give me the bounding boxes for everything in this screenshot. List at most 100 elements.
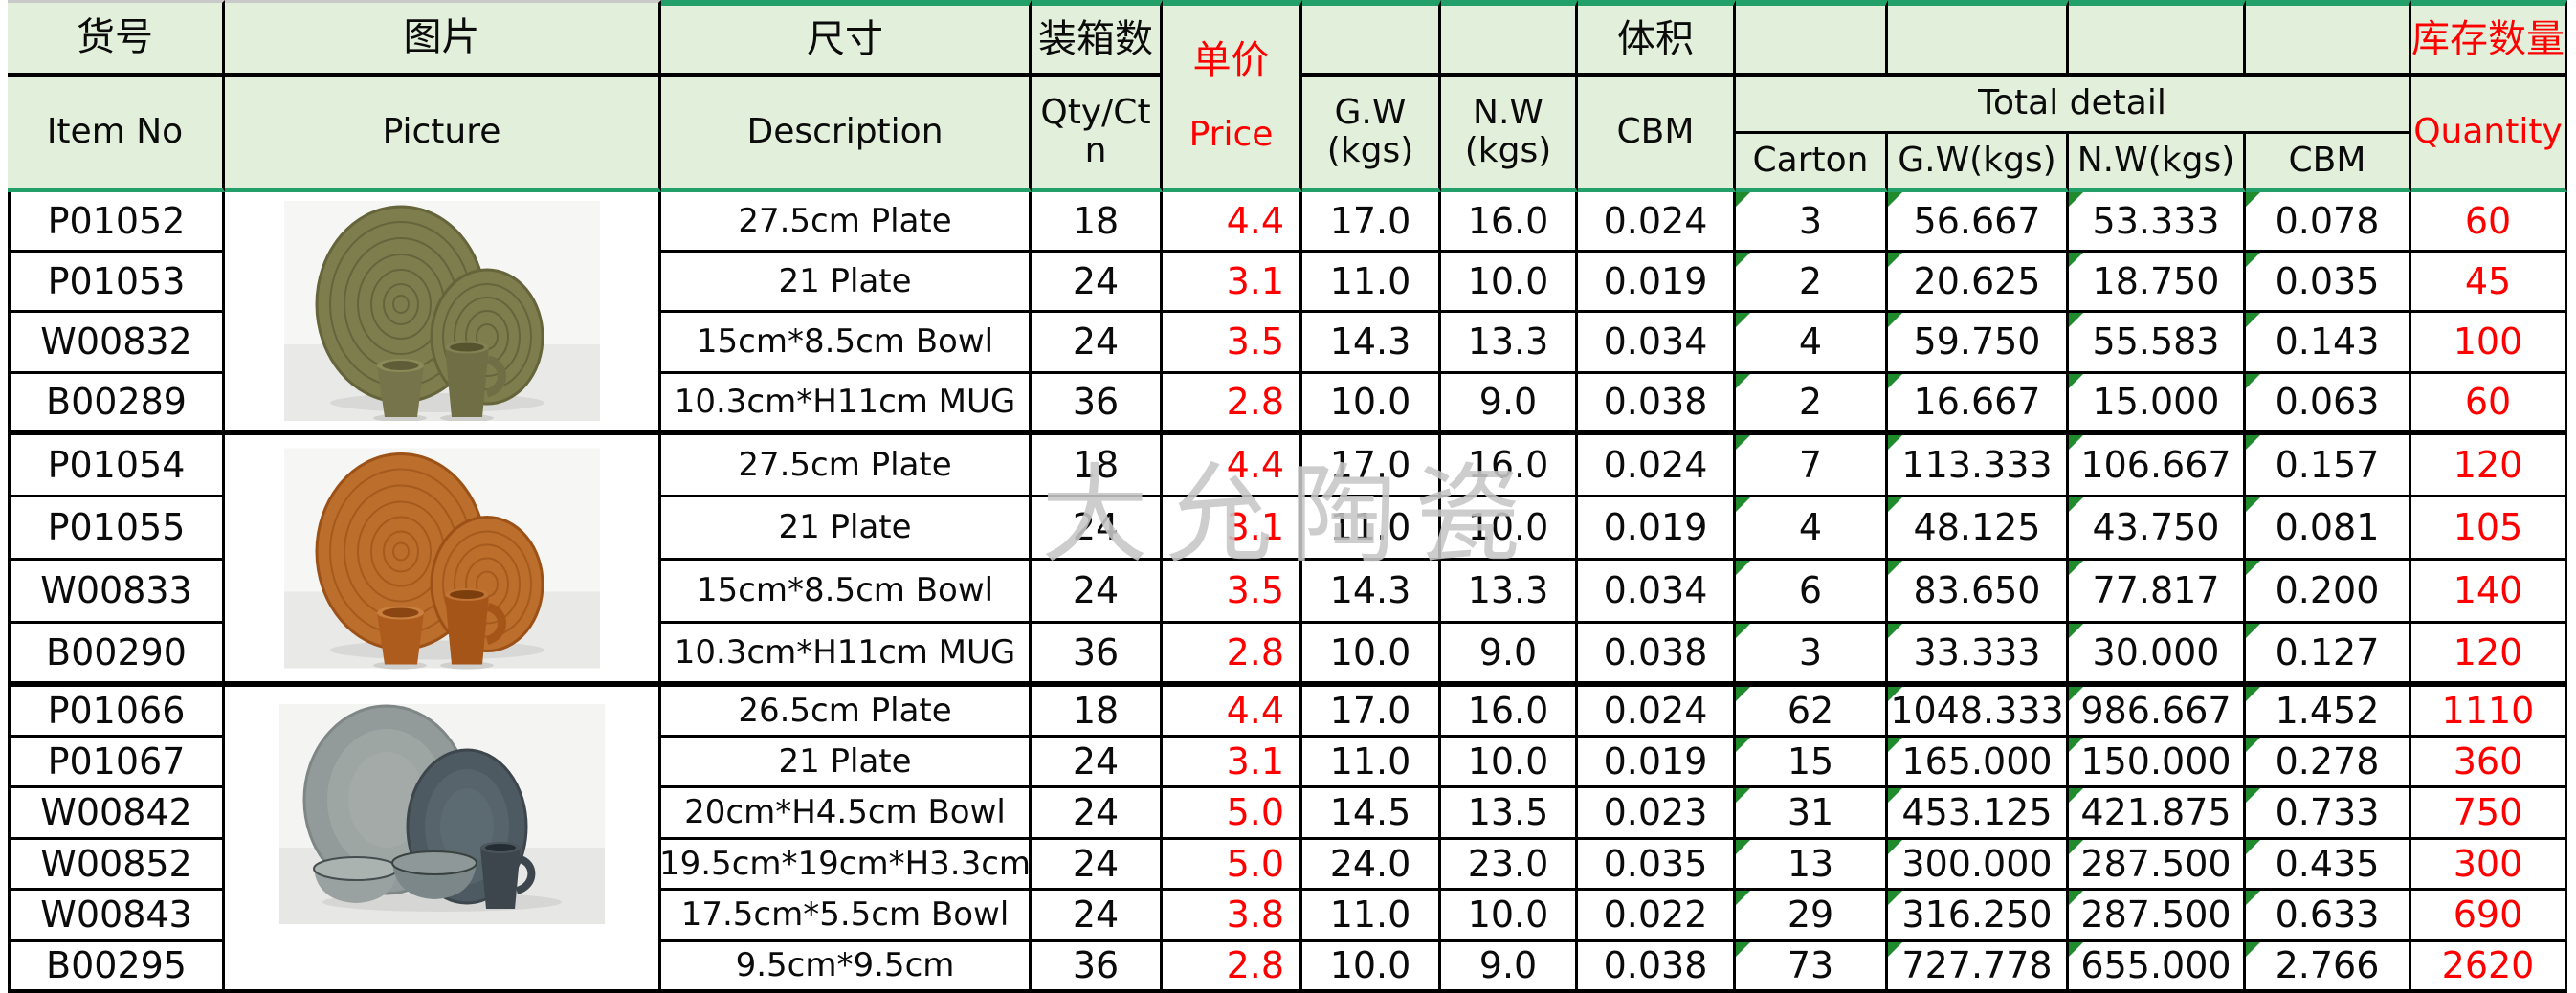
cell-cbm[interactable]: 0.019 bbox=[1578, 738, 1736, 788]
cell-carton[interactable]: 4 bbox=[1736, 497, 1888, 561]
cell-gw[interactable]: 14.5 bbox=[1302, 788, 1441, 840]
cell-carton[interactable]: 4 bbox=[1736, 313, 1888, 374]
cell-item-no[interactable]: P01055 bbox=[8, 497, 225, 561]
cell-stock-quantity[interactable]: 2620 bbox=[2411, 942, 2567, 993]
header-picture-en[interactable]: Picture bbox=[225, 77, 661, 192]
cell-item-no[interactable]: W00842 bbox=[8, 788, 225, 840]
header-description-cn[interactable]: 尺寸 bbox=[661, 0, 1032, 77]
cell-carton[interactable]: 2 bbox=[1736, 374, 1888, 435]
cell-total-gw[interactable]: 113.333 bbox=[1888, 435, 2069, 497]
cell-qty-ctn[interactable]: 24 bbox=[1032, 840, 1163, 891]
cell-cbm[interactable]: 0.024 bbox=[1578, 435, 1736, 497]
cell-carton[interactable]: 2 bbox=[1736, 253, 1888, 313]
cell-stock-quantity[interactable]: 300 bbox=[2411, 840, 2567, 891]
cell-description[interactable]: 15cm*8.5cm Bowl bbox=[661, 313, 1032, 374]
cell-stock-quantity[interactable]: 105 bbox=[2411, 497, 2567, 561]
cell-gw[interactable]: 10.0 bbox=[1302, 624, 1441, 687]
cell-cbm[interactable]: 0.023 bbox=[1578, 788, 1736, 840]
cell-nw[interactable]: 16.0 bbox=[1441, 687, 1578, 738]
cell-nw[interactable]: 10.0 bbox=[1441, 891, 1578, 942]
cell-total-gw[interactable]: 56.667 bbox=[1888, 192, 2069, 253]
cell-description[interactable]: 10.3cm*H11cm MUG bbox=[661, 374, 1032, 435]
cell-total-nw[interactable]: 150.000 bbox=[2069, 738, 2246, 788]
cell-gw[interactable]: 24.0 bbox=[1302, 840, 1441, 891]
cell-total-cbm[interactable]: 0.143 bbox=[2246, 313, 2411, 374]
cell-total-nw[interactable]: 53.333 bbox=[2069, 192, 2246, 253]
cell-qty-ctn[interactable]: 36 bbox=[1032, 624, 1163, 687]
header-gw-en[interactable]: G.W (kgs) bbox=[1302, 77, 1441, 192]
cell-total-cbm[interactable]: 0.035 bbox=[2246, 253, 2411, 313]
header-empty-nw[interactable] bbox=[1441, 0, 1578, 77]
cell-qty-ctn[interactable]: 36 bbox=[1032, 374, 1163, 435]
cell-price[interactable]: 4.4 bbox=[1163, 435, 1302, 497]
cell-cbm[interactable]: 0.035 bbox=[1578, 840, 1736, 891]
cell-price[interactable]: 3.5 bbox=[1163, 561, 1302, 624]
cell-total-cbm[interactable]: 2.766 bbox=[2246, 942, 2411, 993]
cell-price[interactable]: 3.8 bbox=[1163, 891, 1302, 942]
cell-total-cbm[interactable]: 0.435 bbox=[2246, 840, 2411, 891]
cell-item-no[interactable]: W00833 bbox=[8, 561, 225, 624]
cell-nw[interactable]: 16.0 bbox=[1441, 192, 1578, 253]
cell-carton[interactable]: 15 bbox=[1736, 738, 1888, 788]
cell-nw[interactable]: 23.0 bbox=[1441, 840, 1578, 891]
cell-carton[interactable]: 3 bbox=[1736, 192, 1888, 253]
cell-qty-ctn[interactable]: 24 bbox=[1032, 738, 1163, 788]
cell-carton[interactable]: 31 bbox=[1736, 788, 1888, 840]
header-stock-cn[interactable]: 库存数量 bbox=[2411, 0, 2567, 77]
cell-carton[interactable]: 29 bbox=[1736, 891, 1888, 942]
cell-gw[interactable]: 11.0 bbox=[1302, 253, 1441, 313]
cell-price[interactable]: 5.0 bbox=[1163, 840, 1302, 891]
cell-total-nw[interactable]: 77.817 bbox=[2069, 561, 2246, 624]
header-carton[interactable]: Carton bbox=[1736, 134, 1888, 192]
cell-carton[interactable]: 62 bbox=[1736, 687, 1888, 738]
cell-qty-ctn[interactable]: 18 bbox=[1032, 192, 1163, 253]
header-picture-cn[interactable]: 图片 bbox=[225, 0, 661, 77]
cell-stock-quantity[interactable]: 750 bbox=[2411, 788, 2567, 840]
cell-price[interactable]: 4.4 bbox=[1163, 687, 1302, 738]
cell-total-gw[interactable]: 1048.333 bbox=[1888, 687, 2069, 738]
cell-description[interactable]: 15cm*8.5cm Bowl bbox=[661, 561, 1032, 624]
cell-carton[interactable]: 7 bbox=[1736, 435, 1888, 497]
header-cbm-cn[interactable]: 体积 bbox=[1578, 0, 1736, 77]
cell-stock-quantity[interactable]: 120 bbox=[2411, 435, 2567, 497]
cell-total-cbm[interactable]: 1.452 bbox=[2246, 687, 2411, 738]
cell-cbm[interactable]: 0.038 bbox=[1578, 624, 1736, 687]
cell-item-no[interactable]: P01054 bbox=[8, 435, 225, 497]
cell-stock-quantity[interactable]: 690 bbox=[2411, 891, 2567, 942]
cell-total-nw[interactable]: 106.667 bbox=[2069, 435, 2246, 497]
cell-total-gw[interactable]: 20.625 bbox=[1888, 253, 2069, 313]
cell-cbm[interactable]: 0.024 bbox=[1578, 687, 1736, 738]
header-total-cbm[interactable]: CBM bbox=[2246, 134, 2411, 192]
cell-total-cbm[interactable]: 0.278 bbox=[2246, 738, 2411, 788]
cell-gw[interactable]: 11.0 bbox=[1302, 738, 1441, 788]
cell-price[interactable]: 2.8 bbox=[1163, 624, 1302, 687]
cell-price[interactable]: 5.0 bbox=[1163, 788, 1302, 840]
picture-cell-terracotta-set[interactable] bbox=[225, 435, 661, 687]
cell-stock-quantity[interactable]: 360 bbox=[2411, 738, 2567, 788]
cell-stock-quantity[interactable]: 60 bbox=[2411, 374, 2567, 435]
cell-description[interactable]: 21 Plate bbox=[661, 497, 1032, 561]
cell-item-no[interactable]: B00290 bbox=[8, 624, 225, 687]
cell-gw[interactable]: 11.0 bbox=[1302, 497, 1441, 561]
cell-total-gw[interactable]: 59.750 bbox=[1888, 313, 2069, 374]
cell-description[interactable]: 21 Plate bbox=[661, 253, 1032, 313]
header-qty-ctn-cn[interactable]: 装箱数 bbox=[1032, 0, 1163, 77]
cell-description[interactable]: 21 Plate bbox=[661, 738, 1032, 788]
cell-total-gw[interactable]: 165.000 bbox=[1888, 738, 2069, 788]
cell-total-nw[interactable]: 55.583 bbox=[2069, 313, 2246, 374]
cell-nw[interactable]: 13.5 bbox=[1441, 788, 1578, 840]
cell-item-no[interactable]: P01052 bbox=[8, 192, 225, 253]
cell-total-gw[interactable]: 48.125 bbox=[1888, 497, 2069, 561]
cell-total-gw[interactable]: 316.250 bbox=[1888, 891, 2069, 942]
cell-total-nw[interactable]: 287.500 bbox=[2069, 840, 2246, 891]
cell-cbm[interactable]: 0.022 bbox=[1578, 891, 1736, 942]
cell-total-gw[interactable]: 300.000 bbox=[1888, 840, 2069, 891]
cell-price[interactable]: 3.1 bbox=[1163, 253, 1302, 313]
cell-description[interactable]: 27.5cm Plate bbox=[661, 192, 1032, 253]
cell-carton[interactable]: 3 bbox=[1736, 624, 1888, 687]
header-empty-total-nw[interactable] bbox=[2069, 0, 2246, 77]
cell-item-no[interactable]: P01066 bbox=[8, 687, 225, 738]
cell-carton[interactable]: 6 bbox=[1736, 561, 1888, 624]
cell-stock-quantity[interactable]: 100 bbox=[2411, 313, 2567, 374]
cell-total-nw[interactable]: 421.875 bbox=[2069, 788, 2246, 840]
